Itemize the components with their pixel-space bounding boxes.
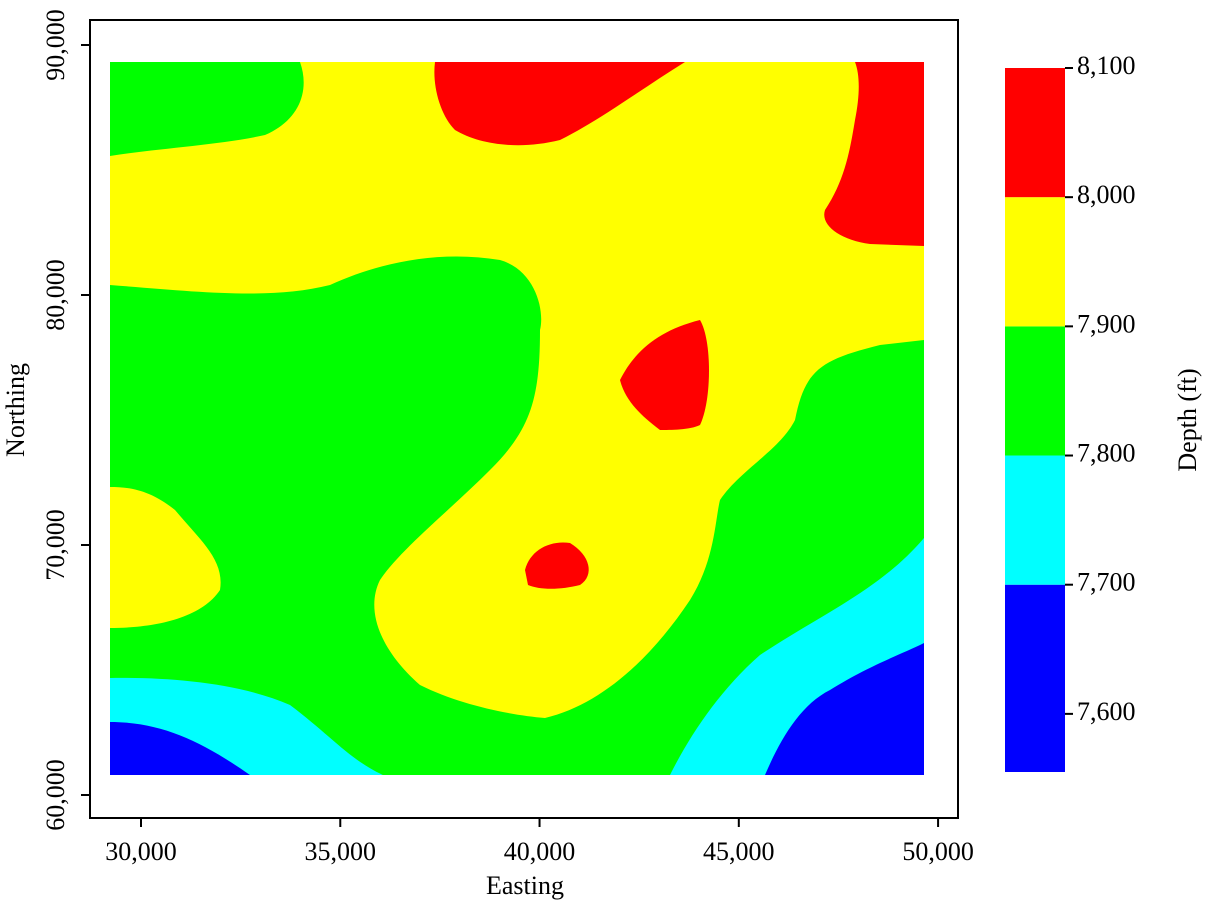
x-tick-label: 35,000 — [305, 837, 377, 866]
x-tick-label: 50,000 — [902, 837, 974, 866]
colorbar-band — [1005, 455, 1065, 585]
y-axis-title: Northing — [1, 363, 30, 457]
colorbar-band — [1005, 197, 1065, 327]
colorbar-tick-label: 7,600 — [1077, 697, 1136, 726]
contour-region — [525, 542, 589, 589]
contour-region — [765, 643, 924, 775]
x-tick-label: 45,000 — [703, 837, 775, 866]
contour-region — [620, 320, 709, 430]
colorbar-tick-label: 7,700 — [1077, 568, 1136, 597]
y-tick-label: 80,000 — [41, 259, 70, 331]
x-tick-label: 40,000 — [504, 837, 576, 866]
y-tick-label: 60,000 — [41, 759, 70, 831]
colorbar-tick-label: 7,900 — [1077, 309, 1136, 338]
colorbar-band — [1005, 68, 1065, 198]
contour-region — [110, 722, 250, 775]
contour-region — [110, 538, 924, 775]
contour-region — [110, 62, 304, 156]
contour-region — [110, 256, 924, 775]
colorbar-band — [1005, 326, 1065, 456]
colorbar-tick-label: 8,000 — [1077, 180, 1136, 209]
y-tick-label: 70,000 — [41, 509, 70, 581]
x-axis-title: Easting — [486, 871, 564, 900]
colorbar-tick-label: 7,800 — [1077, 438, 1136, 467]
contour-region — [824, 62, 924, 246]
colorbar-band — [1005, 584, 1065, 772]
contour-region — [434, 62, 685, 146]
contour-field — [110, 62, 924, 775]
x-tick-label: 30,000 — [105, 837, 177, 866]
y-tick-label: 90,000 — [41, 9, 70, 81]
colorbar-tick-label: 8,100 — [1077, 51, 1136, 80]
plot-frame — [89, 19, 959, 819]
colorbar-title: Depth (ft) — [1173, 368, 1202, 471]
